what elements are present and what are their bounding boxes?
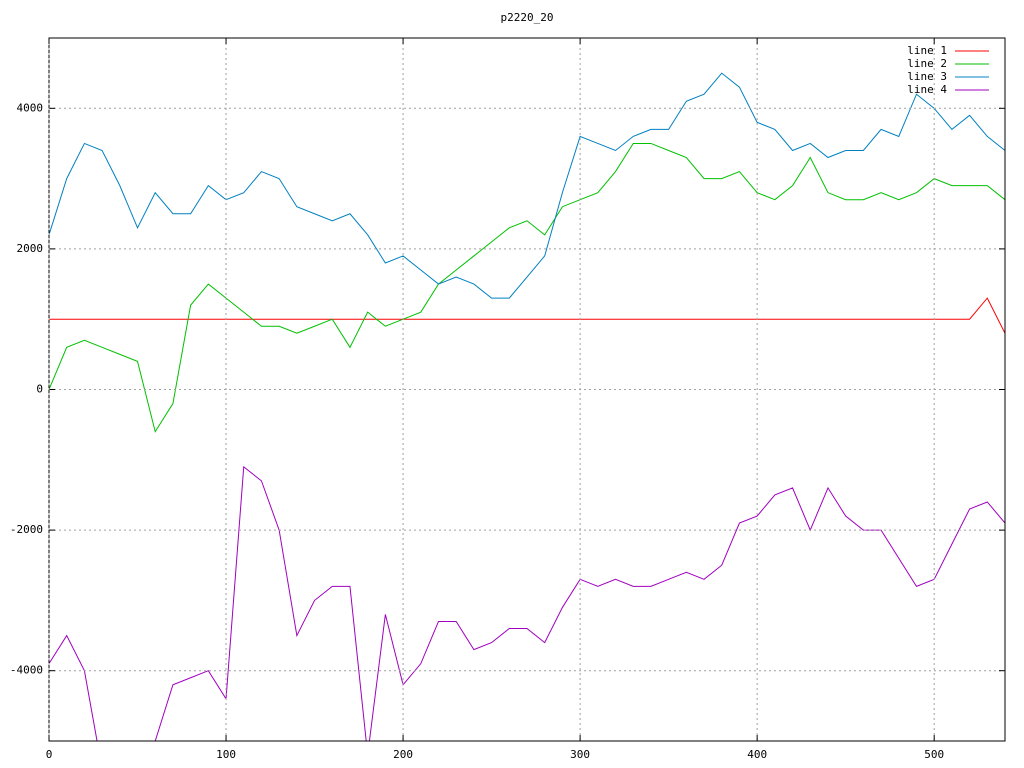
y-tick-label: -4000: [10, 664, 43, 677]
data-line: [49, 142, 1005, 433]
data-line: [49, 297, 1005, 334]
legend-label: line 2: [907, 57, 947, 70]
chart-title: p2220_20: [501, 11, 554, 24]
plot-lines: [49, 72, 1005, 741]
legend-label: line 3: [907, 70, 947, 83]
x-tick-label: 300: [570, 748, 590, 761]
y-tick-label: -2000: [10, 523, 43, 536]
data-line: [49, 72, 1005, 299]
x-tick-label: 200: [393, 748, 413, 761]
x-tick-label: 500: [924, 748, 944, 761]
x-tick-label: 400: [747, 748, 767, 761]
x-tick-label: 0: [46, 748, 53, 761]
x-tick-label: 100: [216, 748, 236, 761]
y-tick-label: 2000: [17, 242, 44, 255]
y-tick-label: 0: [36, 383, 43, 396]
y-tick-label: 4000: [17, 101, 44, 114]
data-line: [49, 465, 1005, 741]
legend-label: line 1: [907, 44, 947, 57]
legend-label: line 4: [907, 83, 947, 96]
